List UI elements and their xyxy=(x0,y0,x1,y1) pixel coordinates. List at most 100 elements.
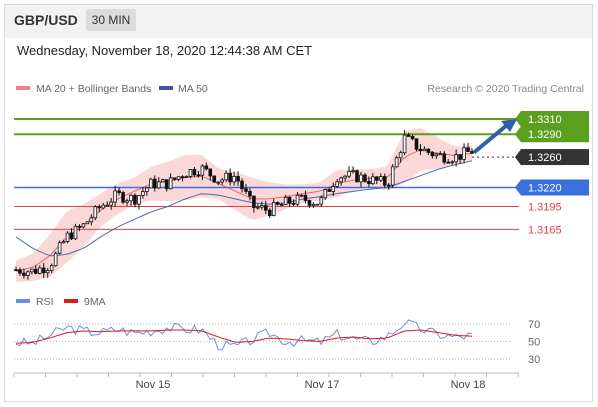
candle-body xyxy=(93,206,98,219)
candle-body xyxy=(101,204,106,209)
candle-body xyxy=(105,204,110,207)
candle-body xyxy=(208,168,213,177)
candle-body xyxy=(414,138,419,150)
forecast-arrow-shaft xyxy=(472,124,508,155)
candle-body xyxy=(406,134,411,137)
candle-body xyxy=(200,165,205,176)
x-tick-label-2: Nov 18 xyxy=(451,379,486,391)
candle-body xyxy=(89,217,94,223)
candle-body xyxy=(65,232,70,242)
bollinger-bands xyxy=(16,128,472,282)
candle-body xyxy=(109,201,113,206)
candle-body xyxy=(37,267,42,274)
candle-body xyxy=(279,204,284,206)
level-label-1.3310: 1.3310 xyxy=(528,114,562,126)
level-labels: 1.3310 1.3290 1.3260 1.3220 1.3195 1.3165 xyxy=(515,111,589,236)
candle-body xyxy=(97,206,102,209)
level-tag-1.3220 xyxy=(521,179,589,196)
candle-body xyxy=(113,190,117,203)
candle-body xyxy=(363,174,367,182)
x-tick-label-0: Nov 15 xyxy=(136,379,171,391)
rsi-legend-label: RSI xyxy=(36,296,54,308)
candle-body xyxy=(339,177,343,183)
candle-body xyxy=(291,202,296,205)
candle-body xyxy=(129,194,133,202)
candlesticks xyxy=(14,130,474,280)
candle-body xyxy=(426,148,431,153)
candle-body xyxy=(61,241,66,244)
candle-body xyxy=(398,152,403,159)
level-tag-1.3290 xyxy=(521,126,589,143)
candle-body xyxy=(382,176,387,186)
level-tag-1.3260 xyxy=(521,149,589,166)
candle-body xyxy=(390,166,395,186)
credit-text: Research © 2020 Trading Central xyxy=(427,83,584,95)
candle-body xyxy=(271,201,276,216)
level-tag-pointer-1.3290 xyxy=(515,126,521,143)
widget-frame xyxy=(4,4,593,402)
candle-body xyxy=(355,170,359,183)
candle-body xyxy=(45,270,50,274)
candle-body xyxy=(446,161,451,164)
candle-body xyxy=(18,269,22,274)
candle-body xyxy=(149,178,153,189)
rsi-panel: 70 50 30 xyxy=(14,319,540,366)
candle-body xyxy=(295,194,300,205)
candle-body xyxy=(141,191,145,196)
candle-body xyxy=(311,203,316,206)
candle-body xyxy=(232,176,236,183)
candle-body xyxy=(287,196,292,204)
candle-body xyxy=(462,147,466,160)
candle-body xyxy=(470,151,474,154)
candle-body xyxy=(69,232,74,240)
ma20-legend-label: MA 20 + Bollinger Bands xyxy=(36,83,151,95)
rsi-line xyxy=(15,319,473,351)
candle-body xyxy=(160,179,165,183)
candle-body xyxy=(133,194,137,205)
candle-body xyxy=(172,177,177,180)
level-label-1.3290: 1.3290 xyxy=(528,129,562,141)
candle-body xyxy=(188,169,193,177)
candle-body xyxy=(14,269,18,272)
candle-body xyxy=(220,179,224,183)
candle-body xyxy=(145,187,149,193)
forecast-arrow xyxy=(472,119,517,155)
rsi-tick-30: 30 xyxy=(528,354,540,366)
candle-body xyxy=(335,181,339,187)
candle-body xyxy=(30,268,34,273)
candle-body xyxy=(351,170,355,173)
candle-body xyxy=(315,203,320,206)
candle-body xyxy=(299,194,304,197)
candle-body xyxy=(458,154,462,160)
candle-body xyxy=(418,148,423,152)
level-tag-1.3310 xyxy=(521,111,589,128)
ma50-legend-swatch xyxy=(159,86,173,90)
candle-body xyxy=(331,186,336,192)
timeframe-badge[interactable]: 30 MIN xyxy=(86,9,136,31)
candle-body xyxy=(184,175,189,178)
candle-body xyxy=(85,221,90,225)
instrument-title: GBP/USD xyxy=(14,12,78,28)
candle-body xyxy=(152,178,157,189)
candle-body xyxy=(410,135,415,140)
candle-body xyxy=(77,225,82,228)
candle-body xyxy=(240,180,244,190)
candle-body xyxy=(204,165,209,170)
candle-body xyxy=(196,174,201,177)
candle-body xyxy=(378,176,383,181)
candle-body xyxy=(73,225,78,240)
candle-body xyxy=(434,153,439,157)
candle-body xyxy=(176,176,181,180)
candle-body xyxy=(430,152,435,157)
level-tag-pointer-1.3220 xyxy=(515,179,521,196)
candle-body xyxy=(402,134,407,154)
candle-body xyxy=(57,242,62,254)
candle-body xyxy=(180,176,185,179)
rsi-tick-50: 50 xyxy=(528,337,540,349)
candle-body xyxy=(228,172,232,183)
candle-body xyxy=(264,205,268,211)
candle-body xyxy=(442,153,447,163)
candle-body xyxy=(156,181,161,189)
candle-body xyxy=(164,179,169,190)
